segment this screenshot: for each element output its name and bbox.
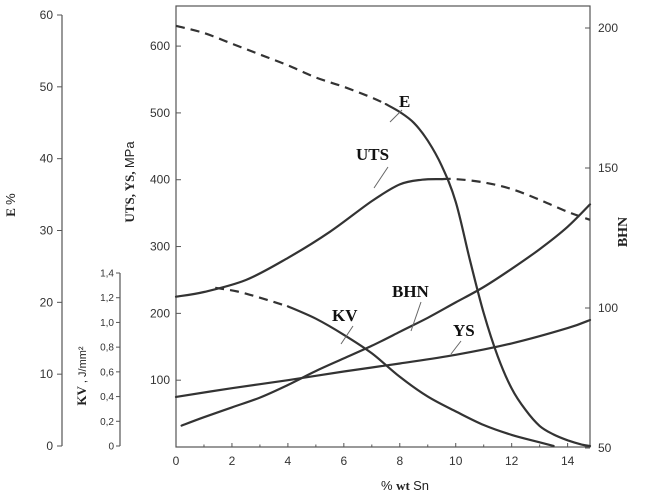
kv-tick-label: 0,8 bbox=[100, 343, 114, 354]
uts-ys-tick-label: 200 bbox=[150, 306, 170, 320]
e-label-leader bbox=[389, 109, 403, 123]
ys-series-line-solid bbox=[174, 318, 592, 398]
e-axis-label-name: E bbox=[3, 205, 18, 217]
kv-tick-label: 0,6 bbox=[100, 367, 114, 378]
uts-ys-tick-label: 500 bbox=[150, 106, 170, 120]
axes-layer: 0 2 4 6 8 10 12 14% wt Sn100200300400500600UTS,… bbox=[3, 5, 631, 493]
x-axis-label-prefix: % bbox=[381, 478, 396, 493]
x-tick-label: 2 bbox=[229, 454, 236, 468]
x-axis-label-suffix: Sn bbox=[413, 478, 429, 493]
uts-ys-axis-label: UTS, YS, MPa bbox=[122, 141, 137, 223]
curves-layer bbox=[174, 24, 592, 448]
kv-tick-label: 1,4 bbox=[100, 269, 114, 280]
uts-series-label: UTS bbox=[356, 145, 389, 164]
uts-series-line-solid bbox=[174, 177, 443, 298]
bhn-label-leader bbox=[410, 301, 422, 332]
kv-tick-label: 1,0 bbox=[100, 318, 114, 329]
e-series-label: E bbox=[399, 92, 410, 111]
plot-frame bbox=[175, 5, 591, 448]
e-series-line-solid bbox=[384, 103, 592, 448]
labels-layer: E UTS KV BHN YS bbox=[332, 92, 475, 355]
ys-label-leader bbox=[450, 340, 462, 355]
bhn-tick-label: 100 bbox=[598, 301, 618, 315]
kv-series-line-dashed bbox=[215, 286, 289, 308]
kv-tick-label: 0,2 bbox=[100, 417, 114, 428]
kv-axis-label: KV , J/mm² bbox=[74, 346, 89, 406]
x-tick-label: 12 bbox=[505, 454, 519, 468]
uts-ys-tick-label: 300 bbox=[150, 240, 170, 254]
x-tick-label: 4 bbox=[285, 454, 292, 468]
e-tick-label: 30 bbox=[40, 224, 54, 238]
e-axis-label-unit: % bbox=[3, 193, 18, 205]
kv-series-line-solid bbox=[286, 305, 555, 448]
x-tick-label: 10 bbox=[449, 454, 463, 468]
uts-ys-axis-label-unit: MPa bbox=[122, 141, 137, 169]
e-tick-label: 50 bbox=[40, 80, 54, 94]
kv-axis-label-unit: , J/mm² bbox=[77, 346, 89, 383]
kv-tick-label: 0 bbox=[108, 442, 114, 453]
bhn-series-label: BHN bbox=[392, 282, 430, 301]
uts-ys-tick-label: 100 bbox=[150, 373, 170, 387]
uts-ys-tick-label: 400 bbox=[150, 173, 170, 187]
kv-tick-label: 0,4 bbox=[100, 392, 114, 403]
x-tick-label: 8 bbox=[396, 454, 403, 468]
x-axis-label-main: wt bbox=[396, 478, 413, 493]
x-tick-label: 14 bbox=[561, 454, 575, 468]
e-axis-label: E % bbox=[3, 193, 18, 217]
kv-tick-label: 1,2 bbox=[100, 293, 114, 304]
ys-series-label: YS bbox=[453, 321, 475, 340]
e-tick-label: 0 bbox=[46, 439, 53, 453]
e-tick-label: 10 bbox=[40, 367, 54, 381]
x-tick-label: 6 bbox=[340, 454, 347, 468]
bhn-series-line-solid bbox=[180, 203, 592, 427]
e-tick-label: 60 bbox=[40, 8, 54, 22]
bhn-axis-label: BHN bbox=[616, 217, 631, 247]
x-tick-label: 0 bbox=[173, 454, 180, 468]
e-tick-label: 20 bbox=[40, 295, 54, 309]
e-series-line-dashed bbox=[175, 24, 387, 106]
uts-series-line-dashed bbox=[441, 177, 591, 221]
kv-series-label: KV bbox=[332, 306, 358, 325]
uts-label-leader bbox=[373, 166, 389, 189]
kv-axis-label-name: KV bbox=[74, 383, 89, 406]
bhn-tick-label: 50 bbox=[598, 441, 612, 455]
x-axis-label: % wt Sn bbox=[381, 478, 429, 493]
bhn-tick-label: 150 bbox=[598, 161, 618, 175]
bhn-tick-label: 200 bbox=[598, 21, 618, 35]
uts-ys-tick-label: 600 bbox=[150, 39, 170, 53]
kv-label-leader bbox=[340, 325, 354, 345]
e-tick-label: 40 bbox=[40, 152, 54, 166]
uts-ys-axis-label-name: UTS, YS, bbox=[122, 168, 137, 222]
